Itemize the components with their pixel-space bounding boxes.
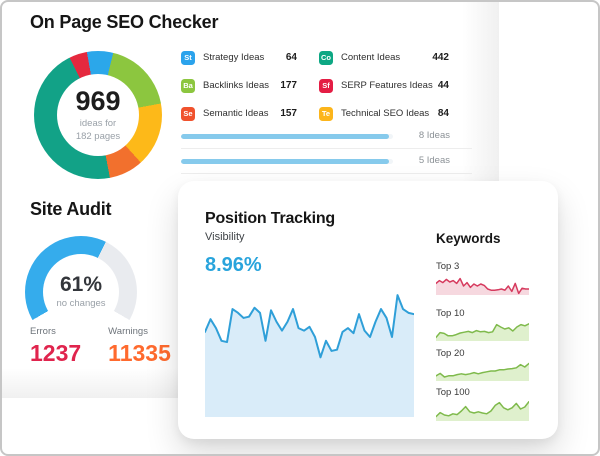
on-page-seo-checker-title: On Page SEO Checker bbox=[30, 12, 219, 32]
idea-row-serp-features: Sf SERP Features Ideas 44 bbox=[319, 72, 449, 100]
content-badge: Co bbox=[319, 51, 333, 65]
idea-value: 157 bbox=[280, 108, 297, 119]
keyword-label: Top 100 bbox=[436, 387, 470, 399]
keyword-trend-top-100: Top 100 bbox=[436, 387, 530, 421]
visibility-area-chart bbox=[205, 290, 414, 417]
gauge-center: 61% no changes bbox=[25, 272, 137, 310]
progress-bar-row-2: 5 Ideas bbox=[181, 149, 472, 174]
top-3-sparkline bbox=[436, 275, 529, 295]
site-audit-gauge: 61% no changes bbox=[25, 236, 137, 348]
semantic-badge: Se bbox=[181, 107, 195, 121]
gauge-subtitle: no changes bbox=[56, 298, 106, 310]
top-10-sparkline bbox=[436, 321, 529, 341]
idea-value: 442 bbox=[432, 52, 449, 63]
keywords-panel: Keywords Top 3 Top 10 Top 20 Top 100 bbox=[436, 231, 530, 421]
donut-caption-line1: ideas for bbox=[79, 118, 117, 130]
progress-bar-fill bbox=[181, 133, 389, 139]
donut-total-value: 969 bbox=[75, 86, 121, 116]
idea-value: 177 bbox=[280, 80, 297, 91]
keywords-title: Keywords bbox=[436, 231, 501, 246]
serp-features-badge: Sf bbox=[319, 79, 333, 93]
progress-bar-row-1: 8 Ideas bbox=[181, 124, 472, 149]
keyword-label: Top 3 bbox=[436, 261, 460, 273]
keyword-trend-top-3: Top 3 bbox=[436, 261, 530, 295]
top-100-sparkline bbox=[436, 401, 529, 421]
errors-value: 1237 bbox=[30, 340, 82, 367]
idea-value: 64 bbox=[285, 52, 297, 63]
strategy-badge: St bbox=[181, 51, 195, 65]
site-audit-stats: Errors 1237 Warnings 11335 bbox=[30, 326, 171, 368]
progress-bar-track bbox=[181, 158, 393, 164]
idea-value: 84 bbox=[437, 108, 449, 119]
idea-label: Content Ideas bbox=[341, 52, 401, 64]
position-tracking-card: Position Tracking Visibility 8.96% Keywo… bbox=[178, 181, 558, 439]
keyword-trend-top-10: Top 10 bbox=[436, 308, 530, 341]
keyword-trend-top-20: Top 20 bbox=[436, 347, 530, 382]
ideas-column-right: Co Content Ideas 442 Sf SERP Features Id… bbox=[319, 44, 449, 128]
idea-row-backlinks: Ba Backlinks Ideas 177 bbox=[181, 72, 297, 100]
gauge-hole bbox=[43, 254, 119, 330]
warnings-label: Warnings bbox=[108, 326, 148, 337]
progress-bar-fill bbox=[181, 158, 389, 164]
ideas-column-left: St Strategy Ideas 64 Ba Backlinks Ideas … bbox=[181, 44, 297, 128]
keyword-label: Top 10 bbox=[436, 307, 465, 319]
idea-value: 44 bbox=[437, 80, 449, 91]
idea-label: Strategy Ideas bbox=[203, 52, 265, 64]
idea-label: Technical SEO Ideas bbox=[341, 108, 430, 120]
idea-row-strategy: St Strategy Ideas 64 bbox=[181, 44, 297, 72]
donut-caption-line2: 182 pages bbox=[75, 130, 121, 142]
idea-label: Semantic Ideas bbox=[203, 108, 269, 120]
progress-bar-track bbox=[181, 133, 393, 139]
donut-center: 969 ideas for 182 pages bbox=[57, 74, 139, 156]
progress-bar-label: 8 Ideas bbox=[418, 130, 450, 142]
technical-seo-badge: Te bbox=[319, 107, 333, 121]
gauge-percent: 61% bbox=[59, 273, 103, 296]
idea-row-technical-seo: Te Technical SEO Ideas 84 bbox=[319, 100, 449, 128]
warnings-value: 11335 bbox=[108, 340, 171, 367]
site-audit-title: Site Audit bbox=[30, 199, 112, 219]
idea-row-semantic: Se Semantic Ideas 157 bbox=[181, 100, 297, 128]
ideas-donut-chart: 969 ideas for 182 pages bbox=[34, 51, 162, 179]
top-20-sparkline bbox=[436, 361, 529, 382]
ideas-progress-bars: 8 Ideas 5 Ideas bbox=[181, 124, 472, 174]
errors-stat: Errors 1237 bbox=[30, 326, 81, 368]
position-tracking-title: Position Tracking bbox=[205, 210, 335, 227]
idea-row-content: Co Content Ideas 442 bbox=[319, 44, 449, 72]
progress-bar-label: 5 Ideas bbox=[418, 155, 450, 167]
errors-label: Errors bbox=[30, 326, 56, 337]
visibility-label: Visibility bbox=[205, 231, 245, 243]
idea-label: Backlinks Ideas bbox=[203, 80, 270, 92]
warnings-stat: Warnings 11335 bbox=[108, 326, 171, 368]
backlinks-badge: Ba bbox=[181, 79, 195, 93]
visibility-value: 8.96% bbox=[205, 254, 262, 276]
idea-label: SERP Features Ideas bbox=[341, 80, 433, 92]
keyword-label: Top 20 bbox=[436, 347, 465, 359]
ideas-list: St Strategy Ideas 64 Ba Backlinks Ideas … bbox=[181, 44, 449, 128]
